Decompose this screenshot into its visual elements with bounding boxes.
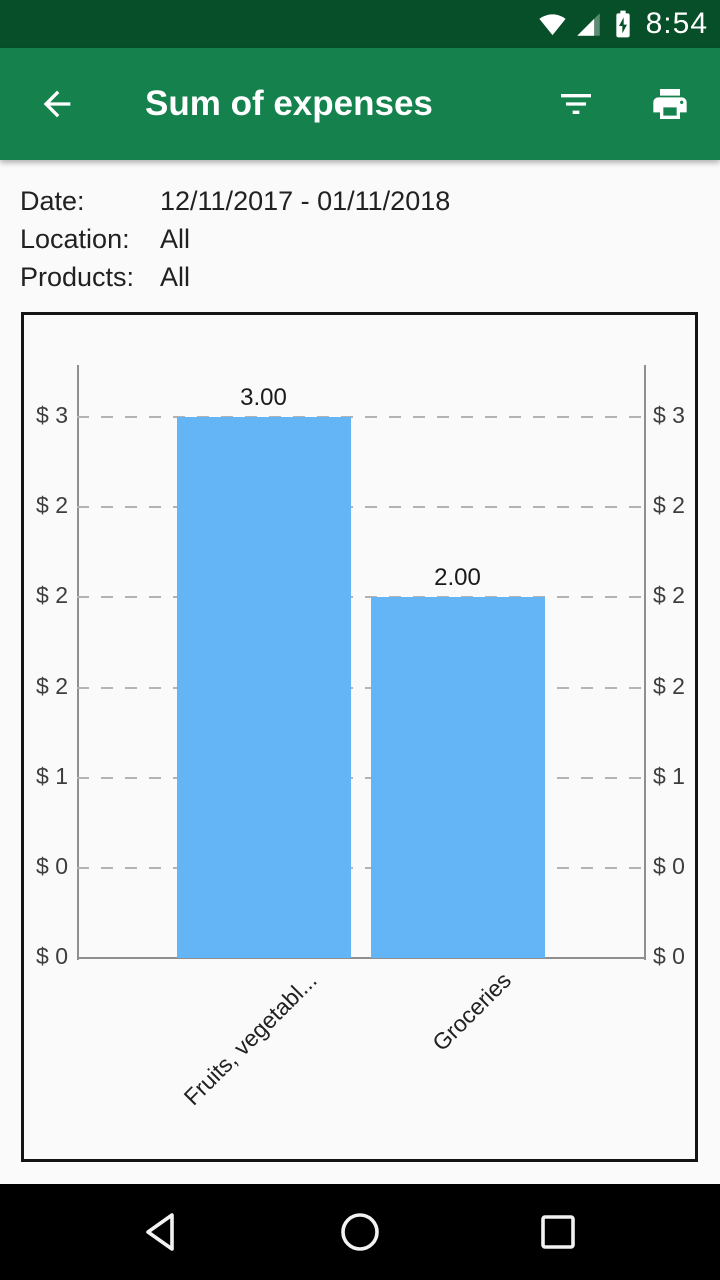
filter-label: Products:: [20, 261, 135, 292]
y-tick-label-right: $ 2: [653, 673, 685, 699]
status-bar: 8:54: [0, 0, 720, 48]
y-axis-line-left: [77, 365, 79, 960]
back-button[interactable]: [37, 84, 77, 124]
page-title: Sum of expenses: [145, 84, 433, 123]
chart-bar[interactable]: [176, 417, 351, 958]
bar-value-label: 3.00: [240, 384, 287, 411]
x-axis-baseline: [77, 957, 644, 959]
back-triangle-icon: [139, 1209, 185, 1255]
y-tick-label-left: $ 2: [36, 492, 68, 518]
y-tick-label-right: $ 0: [653, 943, 685, 969]
chart-bar[interactable]: [370, 597, 545, 958]
filter-value: 12/11/2017 - 01/11/2018: [160, 185, 451, 216]
y-axis-line-right: [644, 365, 646, 960]
nav-back-button[interactable]: [139, 1209, 185, 1255]
cell-signal-icon: [575, 11, 602, 38]
nav-home-button[interactable]: [337, 1209, 383, 1255]
filter-row: Date: 12/11/2017 - 01/11/2018: [20, 182, 700, 220]
wifi-icon: [539, 11, 566, 38]
y-tick-label-left: $ 2: [36, 582, 68, 608]
app-bar: Sum of expenses: [0, 48, 720, 160]
bar-value-label: 2.00: [434, 564, 481, 591]
gridline: [77, 506, 644, 508]
y-tick-label-right: $ 2: [653, 582, 685, 608]
x-axis-label: Groceries: [426, 967, 516, 1056]
filter-value: All: [160, 261, 191, 292]
arrow-back-icon: [37, 84, 77, 124]
clock-time: 8:54: [645, 7, 708, 40]
y-tick-label-left: $ 3: [36, 402, 68, 428]
home-circle-icon: [337, 1209, 383, 1255]
recents-square-icon: [535, 1209, 581, 1255]
y-tick-label-right: $ 1: [653, 763, 685, 789]
print-button[interactable]: [650, 84, 690, 124]
gridline: [77, 416, 644, 418]
gridline: [77, 687, 644, 689]
y-tick-label-right: $ 2: [653, 492, 685, 518]
battery-charging-icon: [611, 8, 635, 40]
filter-button[interactable]: [556, 84, 596, 124]
x-axis-label: Fruits, vegetabl...: [178, 967, 322, 1111]
gridline: [77, 777, 644, 779]
y-tick-label-left: $ 0: [36, 853, 68, 879]
y-tick-label-right: $ 0: [653, 853, 685, 879]
y-tick-label-right: $ 3: [653, 402, 685, 428]
filter-row: Products: All: [20, 258, 700, 296]
gridline: [77, 596, 644, 598]
gridline: [77, 867, 644, 869]
filter-label: Date:: [20, 185, 85, 216]
filter-label: Location:: [20, 223, 130, 254]
filter-row: Location: All: [20, 220, 700, 258]
bar-chart: $ 3 $ 3 $ 2 $ 2 $ 2 $ 2 $ 2 $ 2 $ 1 $ 1 $ 0 $ 0 $ 0 $…: [24, 315, 695, 1159]
y-tick-label-left: $ 2: [36, 673, 68, 699]
nav-recents-button[interactable]: [535, 1209, 581, 1255]
filter-value: All: [160, 223, 191, 254]
android-nav-bar: [0, 1184, 720, 1280]
y-tick-label-left: $ 0: [36, 943, 68, 969]
filter-list-icon: [556, 84, 596, 124]
y-tick-label-left: $ 1: [36, 763, 68, 789]
report-filter-summary: Date: 12/11/2017 - 01/11/2018 Location: All…: [20, 182, 700, 296]
printer-icon: [650, 84, 690, 124]
chart-card: $ 3 $ 3 $ 2 $ 2 $ 2 $ 2 $ 2 $ 2 $ 1 $ 1 $ 0 $ 0 $ 0 $…: [21, 312, 698, 1162]
